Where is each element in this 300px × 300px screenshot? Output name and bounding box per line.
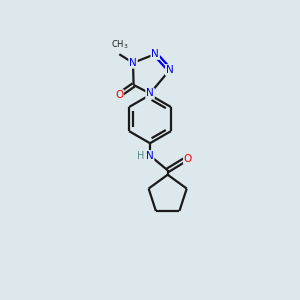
Text: CH$_3$: CH$_3$ <box>110 39 128 51</box>
Text: O: O <box>184 154 192 164</box>
Text: N: N <box>146 151 154 160</box>
Text: O: O <box>115 90 123 100</box>
Text: N: N <box>151 49 159 59</box>
Text: N: N <box>166 65 174 75</box>
Text: N: N <box>146 88 154 98</box>
Text: H: H <box>137 151 145 160</box>
Text: N: N <box>129 58 137 68</box>
